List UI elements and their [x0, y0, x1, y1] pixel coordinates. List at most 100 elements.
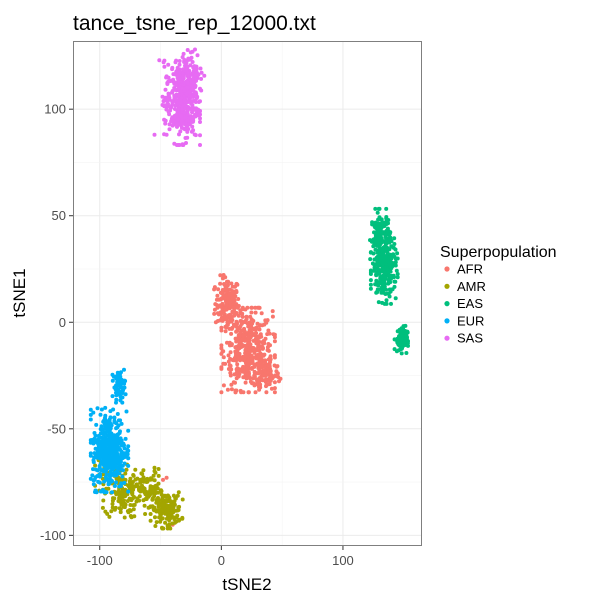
data-point-afr [237, 356, 242, 361]
data-point-eur [117, 438, 122, 443]
data-point-sas [185, 48, 190, 52]
data-point-eur [112, 484, 117, 488]
plot-panel-border [73, 41, 422, 546]
data-point-eas [398, 329, 403, 334]
data-point-amr [130, 484, 135, 488]
data-point-amr [106, 486, 111, 491]
data-point-eur [91, 410, 96, 415]
data-point-eur [112, 418, 117, 423]
data-point-eas [404, 351, 409, 355]
data-point-eas [377, 206, 382, 211]
data-point-eas [381, 245, 386, 250]
data-point-afr [253, 390, 258, 395]
legend-label-eur: EUR [457, 313, 484, 328]
data-point-afr [268, 360, 273, 364]
data-point-afr [252, 374, 257, 379]
data-point-sas [179, 118, 184, 123]
data-point-amr [152, 465, 157, 470]
x-tick-label: 0 [218, 553, 225, 568]
data-point-afr [267, 364, 272, 369]
data-point-afr [221, 355, 226, 360]
data-point-afr [265, 332, 270, 337]
data-point-eur [114, 400, 118, 405]
data-point-eas [384, 216, 389, 221]
data-point-eur [88, 407, 93, 412]
data-point-amr [122, 515, 127, 520]
data-point-amr [137, 494, 142, 499]
data-point-eur [92, 477, 97, 482]
data-point-afr [220, 288, 225, 292]
data-point-sas [176, 87, 181, 91]
data-point-amr [145, 494, 150, 499]
data-point-eur [112, 415, 117, 420]
data-point-afr [265, 348, 270, 353]
data-point-afr [233, 345, 238, 350]
data-point-afr [216, 287, 221, 292]
data-point-eur [120, 474, 125, 479]
data-point-afr [269, 386, 274, 391]
data-point-amr [127, 496, 132, 501]
data-point-eas [384, 267, 389, 272]
data-point-afr [221, 273, 226, 277]
data-point-eur [111, 451, 116, 456]
data-point-eas [399, 342, 404, 347]
y-axis-ticks: -100 -50 0 50 100 [40, 102, 73, 543]
data-point-eur [116, 423, 121, 428]
data-point-afr [236, 297, 241, 301]
data-point-amr [156, 473, 161, 478]
data-point-eas [375, 272, 379, 277]
data-point-sas [185, 64, 190, 69]
data-point-afr [270, 314, 275, 319]
data-point-eur [117, 392, 121, 397]
data-point-sas [178, 129, 183, 134]
data-point-afr [257, 327, 262, 332]
y-axis-title: tSNE1 [10, 268, 29, 317]
data-point-sas [182, 88, 187, 93]
data-point-amr [130, 492, 135, 497]
data-point-amr [128, 514, 133, 518]
data-point-afr [262, 322, 267, 327]
data-point-eur [110, 394, 115, 399]
data-point-eur [95, 468, 100, 473]
data-point-amr [160, 497, 164, 502]
data-point-afr [241, 375, 246, 380]
data-point-afr [243, 357, 247, 362]
data-point-sas [198, 66, 203, 71]
data-point-sas [197, 109, 202, 114]
data-point-sas [172, 107, 177, 111]
data-point-afr [262, 368, 267, 373]
data-point-eas [372, 262, 377, 267]
legend-label-amr: AMR [457, 279, 486, 294]
data-point-sas [190, 119, 195, 124]
data-point-eur [88, 417, 93, 422]
data-point-amr [100, 505, 105, 510]
data-point-sas [179, 89, 184, 94]
data-point-eur [115, 469, 120, 474]
data-point-eur [115, 412, 120, 416]
data-point-amr [114, 476, 119, 481]
data-point-amr [143, 512, 148, 516]
data-point-sas [191, 88, 196, 93]
data-point-sas [161, 60, 166, 65]
data-point-afr [229, 382, 234, 387]
data-point-eas [395, 329, 400, 334]
data-point-sas [177, 59, 182, 63]
data-point-afr [237, 346, 242, 351]
data-point-sas [193, 98, 198, 103]
data-point-afr [247, 337, 252, 342]
data-point-sas [192, 132, 197, 137]
data-point-eur [117, 484, 122, 489]
data-point-afr [244, 354, 249, 359]
data-point-eur [104, 453, 109, 458]
data-point-eur [118, 418, 123, 423]
data-point-afr [243, 380, 248, 385]
data-point-eas [386, 278, 391, 282]
data-point-afr [237, 351, 242, 356]
data-point-amr [140, 487, 145, 491]
data-point-amr [161, 502, 166, 507]
data-point-eur [120, 400, 125, 405]
data-point-sas [199, 76, 204, 81]
data-point-afr [244, 361, 248, 366]
data-point-sas [181, 51, 186, 56]
series-eas [368, 206, 410, 356]
